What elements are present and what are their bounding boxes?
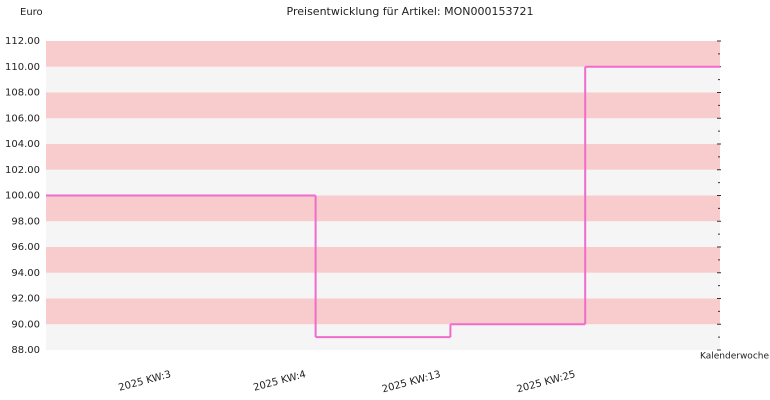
- grid-band: [46, 298, 720, 325]
- y-tick-label: 110.00: [5, 62, 40, 73]
- y-axis-label: Euro: [20, 7, 43, 18]
- y-tick-label: 88.00: [11, 345, 40, 356]
- y-tick-label: 90.00: [11, 319, 40, 330]
- grid-band: [46, 221, 720, 247]
- y-tick-label: 100.00: [5, 191, 40, 202]
- grid-band: [46, 41, 720, 67]
- grid-band: [46, 272, 720, 299]
- y-tick-label: 112.00: [5, 36, 40, 47]
- y-tick-label: 98.00: [11, 216, 40, 227]
- grid-band: [46, 169, 720, 196]
- y-tick-label: 108.00: [5, 88, 40, 99]
- grid-band: [46, 195, 720, 222]
- y-tick-label: 92.00: [11, 294, 40, 305]
- x-tick-label: 2025 KW:3: [117, 369, 172, 394]
- x-tick-label: 2025 KW:13: [381, 369, 442, 395]
- y-tick-label: 102.00: [5, 165, 40, 176]
- grid-band: [46, 92, 720, 119]
- y-tick-label: 104.00: [5, 139, 40, 150]
- y-tick-label: 96.00: [11, 242, 40, 253]
- chart-title: Preisentwicklung für Artikel: MON0001537…: [287, 5, 534, 18]
- grid-band: [46, 247, 720, 273]
- x-tick-label: 2025 KW:4: [252, 369, 307, 394]
- grid-band: [46, 118, 720, 144]
- grid-band: [46, 66, 720, 93]
- x-tick-label: 2025 KW:25: [516, 369, 577, 395]
- grid-band: [46, 144, 720, 170]
- y-tick-label: 106.00: [5, 113, 40, 124]
- x-axis-label: Kalenderwoche: [700, 352, 769, 362]
- y-tick-label: 94.00: [11, 268, 40, 279]
